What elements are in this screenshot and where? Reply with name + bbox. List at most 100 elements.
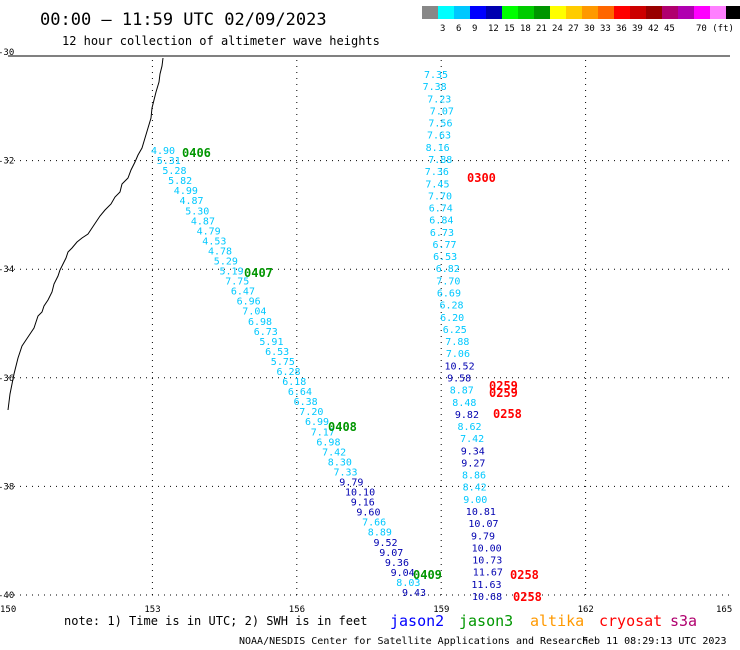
wave-height-label: 6.73 [254, 327, 278, 338]
generation-timestamp: Feb 11 08:29:13 UTC 2023 [582, 636, 727, 647]
wave-height-label: 8.16 [426, 143, 450, 154]
wave-height-label: 7.17 [311, 427, 335, 438]
legend-swatch [566, 6, 582, 19]
wave-height-label: 10.81 [466, 507, 496, 518]
wave-height-label: 9.07 [379, 548, 403, 559]
legend-label: 12 [488, 24, 499, 34]
page-title: 00:00 – 11:59 UTC 02/09/2023 [40, 10, 327, 30]
latitude-tick-label: -40 [0, 591, 14, 601]
pass-time-label: 0409 [413, 568, 442, 582]
legend-label: 42 [648, 24, 659, 34]
longitude-tick-label: 150 [0, 605, 16, 615]
wave-height-label: 9.58 [447, 374, 471, 385]
latitude-ticks: -30 -32 -34 -36 -38 -40 [0, 48, 14, 601]
wave-height-label: 7.70 [428, 191, 452, 202]
wave-height-label: 7.63 [427, 131, 451, 142]
longitude-ticks: 150 153 156 159 162 165 [0, 605, 732, 615]
legend-label: 33 [600, 24, 611, 34]
wave-height-label: 7.88 [445, 337, 469, 348]
wave-height-label: 7.35 [424, 70, 448, 81]
wave-height-label: 4.90 [151, 146, 175, 157]
legend-swatch [518, 6, 534, 19]
wave-height-label: 10.07 [468, 519, 498, 530]
longitude-tick-label: 159 [433, 605, 449, 615]
wave-height-label: 9.27 [461, 459, 485, 470]
wave-height-label: 7.56 [428, 119, 452, 130]
wave-height-label: 7.42 [460, 434, 484, 445]
latitude-tick-label: -36 [0, 374, 14, 384]
wave-height-label: 7.70 [436, 276, 460, 287]
wave-height-label: 8.48 [452, 398, 476, 409]
legend-label: 36 [616, 24, 627, 34]
wave-height-label: 5.91 [259, 337, 283, 348]
credit-text: NOAA/NESDIS Center for Satellite Applica… [239, 636, 588, 647]
wave-height-label: 5.30 [185, 206, 209, 217]
wave-height-label: 9.04 [391, 568, 415, 579]
pass-time-label: 0406 [182, 146, 211, 160]
legend-swatch [470, 6, 486, 19]
australia-coastline [7, 57, 164, 411]
wave-height-label: 6.53 [265, 347, 289, 358]
wave-height-label: 5.82 [168, 176, 192, 187]
legend-swatch [726, 6, 740, 19]
altimeter-track-west: 4.905.315.285.824.994.875.304.874.794.53… [151, 146, 426, 599]
latitude-tick-label: -32 [0, 157, 14, 167]
latitude-tick-label: -38 [0, 482, 14, 492]
wave-height-label: 6.28 [277, 367, 301, 378]
legend-label: 18 [520, 24, 531, 34]
wave-height-label: 4.99 [174, 186, 198, 197]
wave-height-label: 5.31 [157, 156, 181, 167]
longitude-tick-label: 162 [578, 605, 594, 615]
wave-height-label: 8.30 [328, 457, 352, 468]
wave-height-label: 6.20 [440, 313, 464, 324]
wave-height-label: 6.98 [316, 437, 340, 448]
legend-swatch [694, 6, 710, 19]
satellite-name-s3a: s3a [670, 612, 697, 630]
wave-height-label: 9.52 [374, 538, 398, 549]
wave-height-label: 10.73 [472, 556, 502, 567]
wave-height-label: 6.69 [437, 289, 461, 300]
wave-height-label: 9.60 [356, 508, 380, 519]
legend-swatch [502, 6, 518, 19]
satellite-name-jason2: jason2 [390, 612, 444, 630]
legend-label: 15 [504, 24, 515, 34]
wave-height-label: 6.98 [248, 317, 272, 328]
wave-height-label: 4.78 [208, 247, 232, 258]
pass-time-label: 0258 [510, 568, 539, 582]
wave-height-label: 7.66 [362, 518, 386, 529]
legend-label: 30 [584, 24, 595, 34]
wave-height-label: 5.29 [214, 257, 238, 268]
wave-height-label: 9.16 [351, 498, 375, 509]
wave-height-label: 9.34 [461, 446, 485, 457]
legend-swatch [678, 6, 694, 19]
pass-time-label: 0259 [489, 386, 518, 400]
latitude-tick-label: -34 [0, 265, 14, 275]
legend-swatch [486, 6, 502, 19]
graticule [8, 60, 730, 596]
wave-height-label: 6.99 [305, 417, 329, 428]
wave-height-label: 6.82 [436, 264, 460, 275]
wave-height-label: 9.79 [339, 478, 363, 489]
pass-time-label: 0408 [328, 420, 357, 434]
wave-height-label: 7.38 [423, 82, 447, 93]
legend-label: 70 (ft) [696, 24, 734, 34]
wave-height-label: 11.63 [471, 580, 501, 591]
legend-swatch [534, 6, 550, 19]
wave-height-label: 6.74 [429, 204, 453, 215]
legend-swatch [550, 6, 566, 19]
wave-height-label: 10.00 [472, 543, 502, 554]
wave-height-label: 7.23 [427, 94, 451, 105]
wave-height-label: 9.00 [463, 495, 487, 506]
wave-height-label: 8.86 [462, 471, 486, 482]
wave-height-label: 7.20 [299, 407, 323, 418]
legend-swatch [582, 6, 598, 19]
wave-height-label: 6.38 [294, 397, 318, 408]
wave-height-label: 6.73 [430, 228, 454, 239]
pass-time-label: 0259 [489, 379, 518, 393]
legend-swatch [630, 6, 646, 19]
legend-label: 3 [440, 24, 445, 34]
wave-height-label: 9.36 [385, 558, 409, 569]
legend-label: 6 [456, 24, 461, 34]
pass-time-label: 0258 [513, 590, 542, 604]
